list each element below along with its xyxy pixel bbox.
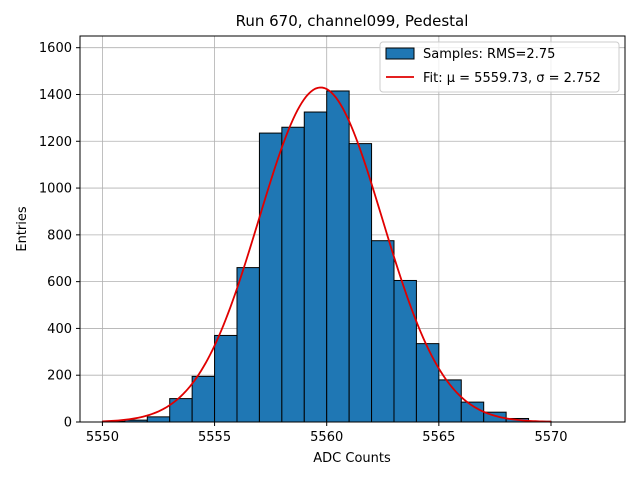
x-tick-label: 5560 xyxy=(310,430,343,445)
y-tick-label: 0 xyxy=(64,416,72,431)
histogram-bar xyxy=(146,416,171,423)
y-tick-label: 200 xyxy=(47,369,72,384)
x-tick-label: 5550 xyxy=(86,430,119,445)
x-axis-label: ADC Counts xyxy=(313,451,391,466)
y-tick-label: 1000 xyxy=(39,182,72,197)
histogram-bar xyxy=(393,279,417,423)
histogram-bar xyxy=(236,267,260,423)
fit-curve xyxy=(102,86,552,423)
histogram-bar xyxy=(415,343,440,423)
legend-samples-label: Samples: RMS=2.75 xyxy=(423,47,555,62)
y-tick-label: 1200 xyxy=(39,135,72,150)
x-tick-label: 5555 xyxy=(198,430,231,445)
legend-fit-label: Fit: μ = 5559.73, σ = 2.752 xyxy=(423,71,601,86)
y-tick-label: 800 xyxy=(47,228,72,243)
y-tick-label: 400 xyxy=(47,322,72,337)
y-axis-label: Entries xyxy=(15,206,30,252)
histogram-bar xyxy=(191,375,216,423)
histogram-bar xyxy=(258,132,283,423)
x-tick-label: 5565 xyxy=(422,430,455,445)
legend-box xyxy=(379,41,620,93)
y-tick-label: 600 xyxy=(47,275,72,290)
histogram-bar xyxy=(326,90,350,423)
histogram-bar xyxy=(371,240,395,423)
legend-samples-swatch xyxy=(385,47,415,60)
histogram-bar xyxy=(281,126,305,423)
y-axis-ticks: 0 200 400 600 800 1000 1200 1400 1600 xyxy=(39,41,80,431)
chart-title: Run 670, channel099, Pedestal xyxy=(236,12,469,30)
y-tick-label: 1400 xyxy=(39,88,72,103)
y-tick-label: 1600 xyxy=(39,41,72,56)
histogram-bars xyxy=(101,90,552,423)
histogram-bar xyxy=(348,143,373,423)
histogram-bar xyxy=(214,334,238,423)
x-tick-label: 5570 xyxy=(534,430,567,445)
histogram-bar xyxy=(303,111,328,423)
plot-frame xyxy=(79,35,626,423)
x-axis-ticks: 5550 5555 5560 5565 5570 xyxy=(86,422,568,445)
legend: Samples: RMS=2.75 Fit: μ = 5559.73, σ = … xyxy=(379,41,620,93)
